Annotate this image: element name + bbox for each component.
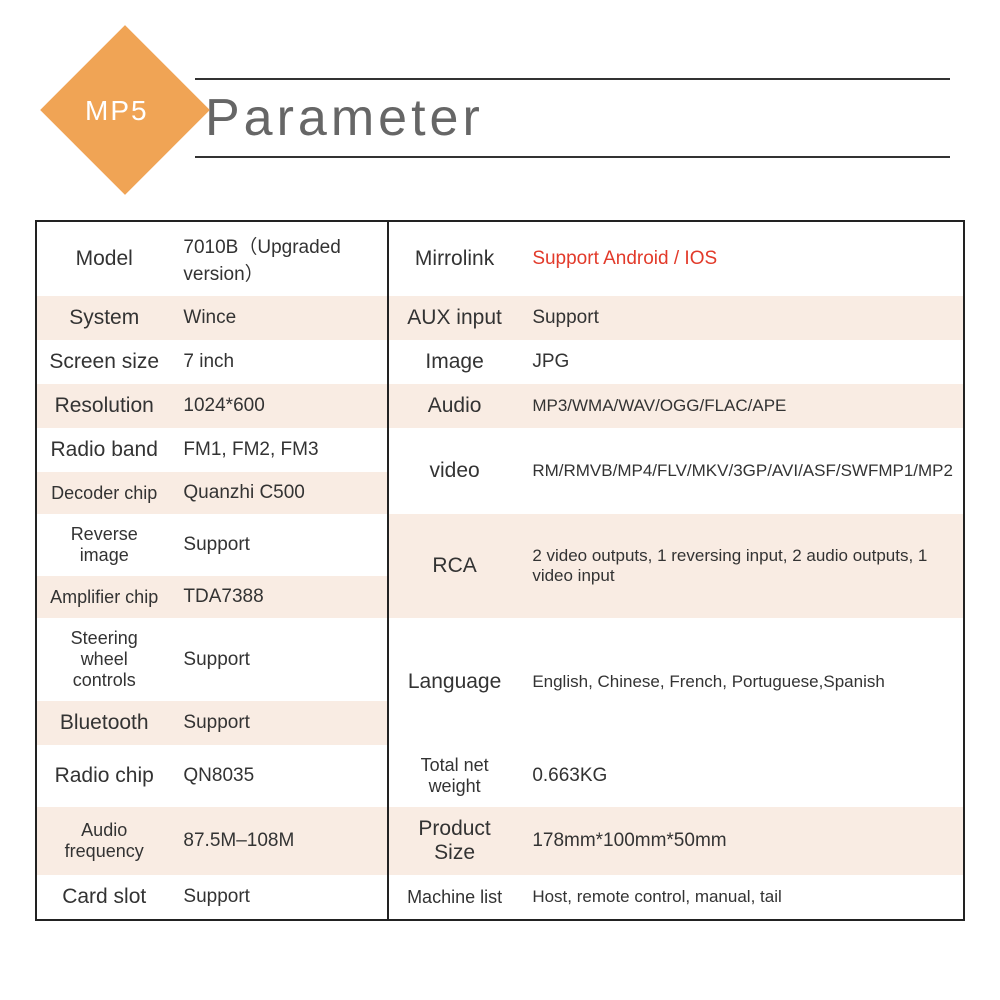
spec-value: Wince bbox=[171, 296, 387, 340]
spec-value: Support bbox=[171, 514, 387, 576]
spec-label: Decoder chip bbox=[37, 472, 171, 514]
spec-value: Support bbox=[520, 296, 963, 340]
spec-label: Total net weight bbox=[389, 745, 520, 807]
spec-label: Screen size bbox=[37, 340, 171, 384]
spec-label: Resolution bbox=[37, 384, 171, 428]
spec-value: RM/RMVB/MP4/FLV/MKV/3GP/AVI/ASF/SWFMP1/M… bbox=[520, 428, 963, 514]
spec-label: Radio chip bbox=[37, 745, 171, 807]
spec-label: Machine list bbox=[389, 875, 520, 919]
table-row: Model 7010B（Upgraded version） Mirrolink … bbox=[37, 222, 963, 296]
spec-value: Support bbox=[171, 875, 387, 919]
spec-label: Model bbox=[37, 222, 171, 296]
spec-value: 7 inch bbox=[171, 340, 387, 384]
spec-value: Support bbox=[171, 701, 387, 745]
spec-value: TDA7388 bbox=[171, 576, 387, 618]
spec-label: System bbox=[37, 296, 171, 340]
spec-table-container: Model 7010B（Upgraded version） Mirrolink … bbox=[35, 220, 965, 921]
table-row: Radio chip QN8035 Total net weight 0.663… bbox=[37, 745, 963, 807]
spec-label: Radio band bbox=[37, 428, 171, 472]
spec-value: 87.5M–108M bbox=[171, 807, 387, 875]
table-row: Card slot Support Machine list Host, rem… bbox=[37, 875, 963, 919]
spec-value: 0.663KG bbox=[520, 745, 963, 807]
table-row: Steering wheel controls Support Language… bbox=[37, 618, 963, 701]
table-row: System Wince AUX input Support bbox=[37, 296, 963, 340]
spec-value: English, Chinese, French, Portuguese,Spa… bbox=[520, 618, 963, 745]
spec-value: FM1, FM2, FM3 bbox=[171, 428, 387, 472]
spec-label: Audio bbox=[389, 384, 520, 428]
spec-label: Audio frequency bbox=[37, 807, 171, 875]
spec-value: 2 video outputs, 1 reversing input, 2 au… bbox=[520, 514, 963, 618]
spec-value: JPG bbox=[520, 340, 963, 384]
spec-label: Amplifier chip bbox=[37, 576, 171, 618]
spec-value: QN8035 bbox=[171, 745, 387, 807]
badge-label: MP5 bbox=[85, 95, 149, 127]
header: MP5 Parameter bbox=[0, 0, 1000, 200]
spec-table: Model 7010B（Upgraded version） Mirrolink … bbox=[37, 222, 963, 919]
spec-label: Reverse image bbox=[37, 514, 171, 576]
spec-value: 1024*600 bbox=[171, 384, 387, 428]
spec-value: MP3/WMA/WAV/OGG/FLAC/APE bbox=[520, 384, 963, 428]
title-bar: Parameter bbox=[195, 78, 950, 158]
spec-label: Bluetooth bbox=[37, 701, 171, 745]
spec-value: Support bbox=[171, 618, 387, 701]
spec-label: video bbox=[389, 428, 520, 514]
spec-label: AUX input bbox=[389, 296, 520, 340]
page-title: Parameter bbox=[205, 88, 950, 148]
table-row: Resolution 1024*600 Audio MP3/WMA/WAV/OG… bbox=[37, 384, 963, 428]
table-row: Radio band FM1, FM2, FM3 video RM/RMVB/M… bbox=[37, 428, 963, 472]
spec-value: Host, remote control, manual, tail bbox=[520, 875, 963, 919]
table-row: Audio frequency 87.5M–108M Product Size … bbox=[37, 807, 963, 875]
spec-label: RCA bbox=[389, 514, 520, 618]
table-row: Reverse image Support RCA 2 video output… bbox=[37, 514, 963, 576]
spec-label: Card slot bbox=[37, 875, 171, 919]
spec-value: Quanzhi C500 bbox=[171, 472, 387, 514]
spec-label: Mirrolink bbox=[389, 222, 520, 296]
spec-label: Image bbox=[389, 340, 520, 384]
spec-value: Support Android / IOS bbox=[520, 222, 963, 296]
spec-label: Language bbox=[389, 618, 520, 745]
spec-value: 7010B（Upgraded version） bbox=[171, 222, 387, 296]
spec-value: 178mm*100mm*50mm bbox=[520, 807, 963, 875]
table-row: Screen size 7 inch Image JPG bbox=[37, 340, 963, 384]
spec-label: Steering wheel controls bbox=[37, 618, 171, 701]
spec-label: Product Size bbox=[389, 807, 520, 875]
